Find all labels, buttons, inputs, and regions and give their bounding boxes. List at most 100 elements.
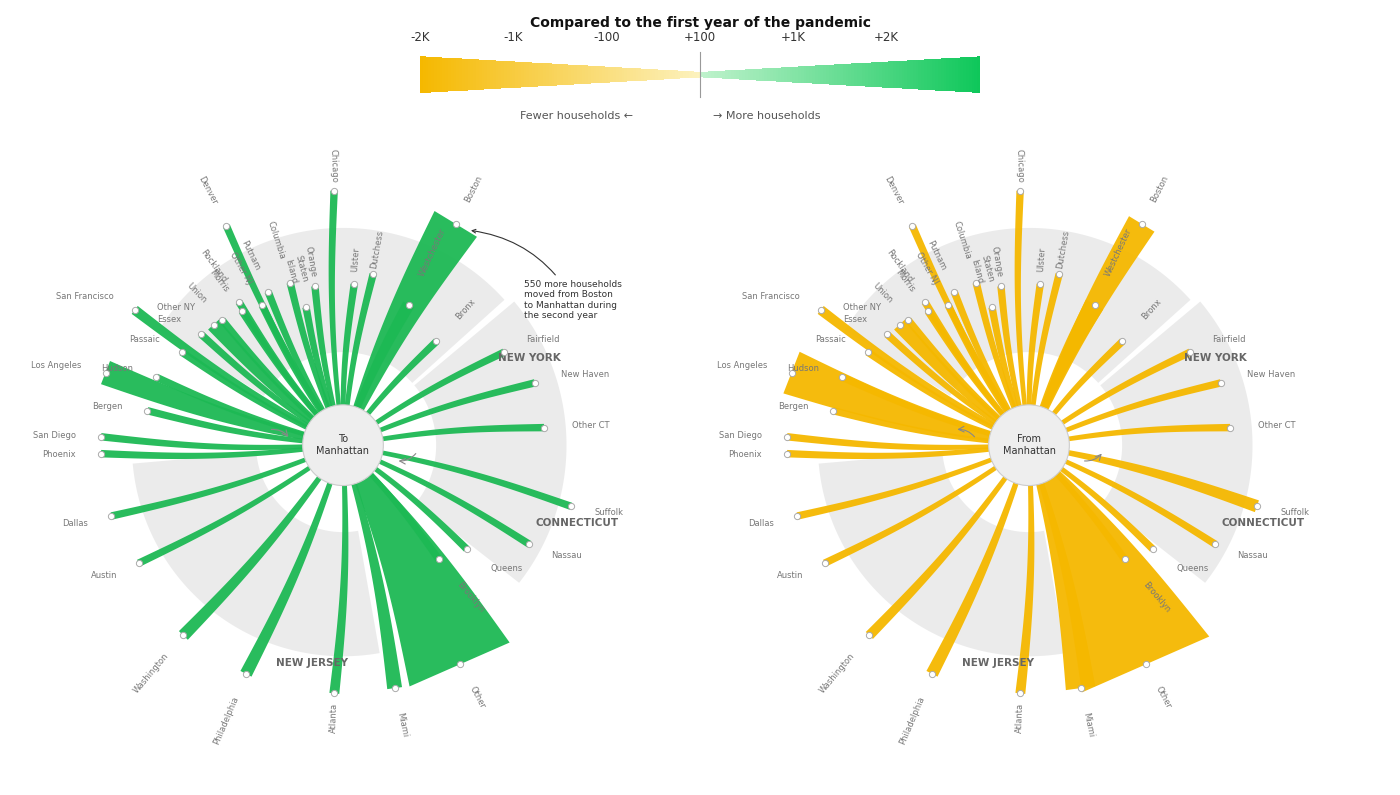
Polygon shape: [241, 444, 344, 677]
Polygon shape: [787, 433, 1029, 450]
Polygon shape: [158, 228, 504, 396]
Polygon shape: [833, 407, 1029, 447]
Text: NEW JERSEY: NEW JERSEY: [962, 657, 1035, 668]
Text: Other CT: Other CT: [1257, 421, 1295, 429]
Text: CONNECTICUT: CONNECTICUT: [535, 518, 619, 528]
Text: San Diego: San Diego: [34, 432, 76, 440]
Polygon shape: [343, 444, 573, 510]
Text: Los Angeles: Los Angeles: [31, 361, 81, 370]
Text: -2K: -2K: [410, 31, 430, 44]
Polygon shape: [818, 306, 1030, 447]
Text: Bergen: Bergen: [778, 402, 809, 411]
Text: Phoenix: Phoenix: [728, 450, 762, 459]
Polygon shape: [973, 282, 1030, 446]
Text: Denver: Denver: [882, 175, 904, 206]
Polygon shape: [844, 228, 1190, 396]
Polygon shape: [155, 374, 343, 447]
Polygon shape: [787, 444, 1029, 459]
Polygon shape: [340, 284, 358, 445]
Polygon shape: [132, 306, 344, 447]
Polygon shape: [988, 307, 1030, 446]
Text: Boston: Boston: [463, 174, 484, 204]
Polygon shape: [342, 444, 402, 689]
Polygon shape: [1026, 284, 1044, 445]
Polygon shape: [179, 444, 344, 640]
Text: Staten
Island: Staten Island: [283, 254, 309, 285]
Polygon shape: [329, 191, 344, 445]
Text: Orange: Orange: [304, 246, 318, 278]
Text: Other NJ: Other NJ: [914, 251, 939, 286]
Text: San Francisco: San Francisco: [56, 292, 113, 301]
Text: Fairfield: Fairfield: [526, 335, 560, 344]
Text: -100: -100: [594, 31, 620, 44]
Text: Fairfield: Fairfield: [1212, 335, 1246, 344]
Polygon shape: [209, 320, 344, 447]
Text: Essex: Essex: [843, 315, 868, 324]
Text: +100: +100: [685, 31, 715, 44]
Text: Morris: Morris: [209, 268, 231, 294]
Text: New Haven: New Haven: [1247, 370, 1296, 378]
Text: Putnam: Putnam: [239, 238, 262, 271]
Polygon shape: [784, 351, 1029, 447]
Polygon shape: [1028, 444, 1218, 548]
Polygon shape: [343, 424, 545, 447]
Text: Union: Union: [185, 281, 209, 305]
Text: Compared to the first year of the pandemic: Compared to the first year of the pandem…: [529, 16, 871, 30]
Polygon shape: [1029, 444, 1259, 512]
Text: Washington: Washington: [132, 652, 171, 696]
Polygon shape: [414, 301, 567, 583]
Polygon shape: [797, 444, 1030, 520]
Text: Brooklyn: Brooklyn: [1141, 580, 1172, 615]
Text: Columbia: Columbia: [952, 220, 973, 261]
Text: Westchester: Westchester: [1103, 227, 1134, 278]
Polygon shape: [895, 320, 1030, 447]
Text: Ulster: Ulster: [350, 246, 361, 272]
Text: Suffolk: Suffolk: [1281, 508, 1310, 518]
Text: Washington: Washington: [818, 652, 857, 696]
Polygon shape: [302, 307, 344, 446]
Text: Boston: Boston: [1149, 174, 1170, 204]
Text: Columbia: Columbia: [266, 220, 287, 261]
Polygon shape: [342, 444, 442, 561]
Polygon shape: [342, 339, 440, 447]
Text: Miami: Miami: [395, 712, 409, 738]
Polygon shape: [921, 300, 1030, 447]
Text: Other: Other: [1154, 684, 1172, 710]
Text: -1K: -1K: [504, 31, 524, 44]
Text: Fewer households ←: Fewer households ←: [521, 111, 633, 121]
Polygon shape: [101, 433, 343, 450]
Polygon shape: [1100, 301, 1253, 583]
Polygon shape: [823, 444, 1030, 567]
Polygon shape: [311, 286, 344, 446]
Text: 550 more households
moved from Boston
to Manhattan during
the second year: 550 more households moved from Boston to…: [472, 230, 622, 320]
Polygon shape: [287, 282, 344, 446]
Text: NEW JERSEY: NEW JERSEY: [276, 657, 349, 668]
Text: +1K: +1K: [781, 31, 806, 44]
Text: Bronx: Bronx: [454, 297, 477, 321]
Text: Atlanta: Atlanta: [329, 703, 339, 734]
Polygon shape: [239, 309, 344, 447]
Polygon shape: [945, 304, 1030, 446]
Polygon shape: [841, 374, 1029, 447]
Text: Other NY: Other NY: [843, 303, 882, 312]
Polygon shape: [137, 444, 344, 567]
Text: Austin: Austin: [777, 571, 804, 580]
Text: Essex: Essex: [157, 315, 182, 324]
Polygon shape: [342, 349, 505, 447]
Text: Phoenix: Phoenix: [42, 450, 76, 459]
Polygon shape: [1029, 424, 1231, 447]
Polygon shape: [101, 444, 343, 459]
Text: Bergen: Bergen: [92, 402, 123, 411]
Text: Atlanta: Atlanta: [1015, 703, 1025, 734]
Polygon shape: [909, 224, 1030, 446]
Text: Dutchess: Dutchess: [370, 230, 385, 270]
Text: Hudson: Hudson: [787, 364, 819, 374]
Polygon shape: [819, 453, 1065, 657]
Text: From
Manhattan: From Manhattan: [1002, 434, 1056, 456]
Polygon shape: [865, 444, 1030, 639]
Text: Bronx: Bronx: [1140, 297, 1163, 321]
Polygon shape: [342, 301, 414, 446]
Polygon shape: [1028, 339, 1126, 447]
Text: Rockland: Rockland: [199, 248, 228, 285]
Polygon shape: [951, 290, 1030, 446]
